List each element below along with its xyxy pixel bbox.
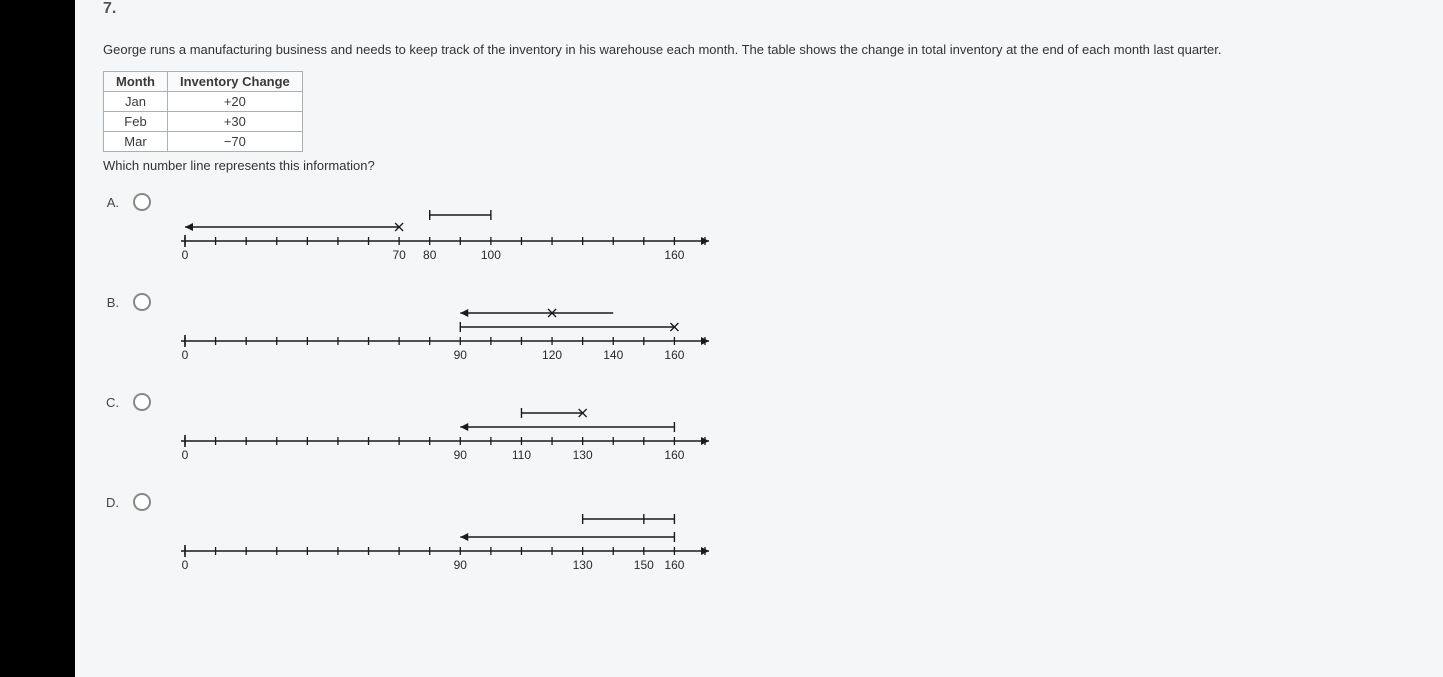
table-header: Month: [104, 72, 168, 92]
choice-label: B.: [103, 291, 119, 310]
svg-text:150: 150: [634, 558, 654, 572]
numberline: 0 90 120 140 160: [165, 291, 725, 363]
choice-radio[interactable]: [133, 193, 151, 211]
numberline: 0 70 80 100 160: [165, 191, 725, 263]
svg-text:0: 0: [182, 448, 189, 462]
table-cell: Feb: [104, 112, 168, 132]
numberline: 0 90 130 150 160: [165, 491, 725, 573]
svg-text:90: 90: [454, 558, 468, 572]
table-cell: Jan: [104, 92, 168, 112]
svg-text:160: 160: [664, 558, 684, 572]
svg-text:160: 160: [664, 248, 684, 262]
svg-text:130: 130: [573, 448, 593, 462]
table-cell: +30: [167, 112, 302, 132]
svg-text:0: 0: [182, 558, 189, 572]
svg-text:70: 70: [392, 248, 406, 262]
svg-text:90: 90: [454, 448, 468, 462]
choice: B. 0 90 120 140 160: [103, 291, 1415, 363]
choice: A. 0 70 80 100 160: [103, 191, 1415, 263]
question-prompt: George runs a manufacturing business and…: [103, 42, 1415, 57]
choice: C. 0 90 110 130 160: [103, 391, 1415, 463]
left-black-bar: [0, 0, 75, 677]
choice-label: D.: [103, 491, 119, 510]
table-cell: +20: [167, 92, 302, 112]
table-row: Mar−70: [104, 132, 303, 152]
table-row: Jan+20: [104, 92, 303, 112]
table-cell: −70: [167, 132, 302, 152]
svg-text:0: 0: [182, 248, 189, 262]
svg-text:80: 80: [423, 248, 437, 262]
svg-text:90: 90: [454, 348, 468, 362]
choice-radio[interactable]: [133, 293, 151, 311]
svg-text:100: 100: [481, 248, 501, 262]
choice-radio[interactable]: [133, 493, 151, 511]
sub-question: Which number line represents this inform…: [103, 158, 1415, 173]
inventory-table: MonthInventory Change Jan+20Feb+30Mar−70: [103, 71, 303, 152]
choice: D. 0 90 130 150 160: [103, 491, 1415, 573]
svg-text:130: 130: [573, 558, 593, 572]
svg-text:140: 140: [603, 348, 623, 362]
choices-list: A. 0 70 80 100 160 B. 0 90 120 140 160 C. 0 90 110 130 16…: [103, 191, 1415, 573]
question-number: 7.: [103, 0, 1415, 18]
choice-label: A.: [103, 191, 119, 210]
choice-label: C.: [103, 391, 119, 410]
numberline: 0 90 110 130 160: [165, 391, 725, 463]
question-content: 7. George runs a manufacturing business …: [75, 0, 1443, 677]
choice-radio[interactable]: [133, 393, 151, 411]
table-cell: Mar: [104, 132, 168, 152]
svg-text:0: 0: [182, 348, 189, 362]
svg-text:110: 110: [512, 448, 531, 462]
svg-text:120: 120: [542, 348, 562, 362]
svg-text:160: 160: [664, 348, 684, 362]
svg-text:160: 160: [664, 448, 684, 462]
table-header: Inventory Change: [167, 72, 302, 92]
table-row: Feb+30: [104, 112, 303, 132]
